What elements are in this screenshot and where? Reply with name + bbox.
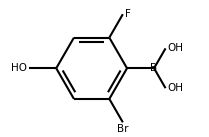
Text: Br: Br <box>117 124 129 134</box>
Text: OH: OH <box>167 83 184 93</box>
Text: B: B <box>150 63 158 73</box>
Text: HO: HO <box>11 63 27 73</box>
Text: OH: OH <box>167 43 184 53</box>
Text: F: F <box>125 9 131 19</box>
